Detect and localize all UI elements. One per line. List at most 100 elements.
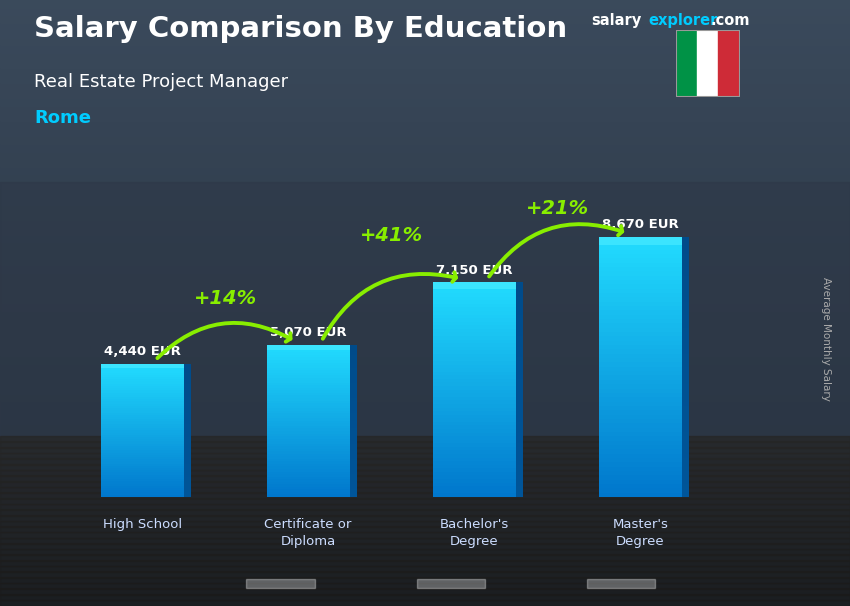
Bar (718, 30, 740, 97)
Bar (349, 367, 357, 370)
Bar (0, 113, 850, 121)
Bar (184, 424, 191, 426)
Bar (433, 433, 516, 436)
Bar (0, 549, 850, 555)
Bar (516, 325, 524, 329)
Bar (598, 319, 682, 324)
Bar (267, 396, 349, 398)
Bar (682, 332, 689, 336)
Bar (184, 437, 191, 439)
Bar (349, 482, 357, 484)
Bar (267, 426, 349, 428)
Bar (184, 366, 191, 368)
Bar (433, 439, 516, 443)
Bar (598, 493, 682, 497)
Bar (682, 484, 689, 488)
Bar (516, 343, 524, 347)
Bar (0, 566, 850, 572)
Bar (0, 98, 850, 106)
Bar (516, 418, 524, 422)
Bar (184, 421, 191, 424)
Bar (349, 476, 357, 479)
Bar (0, 120, 850, 129)
Bar (433, 365, 516, 368)
Bar (349, 413, 357, 416)
Bar (433, 415, 516, 418)
Bar (516, 454, 524, 458)
Bar (0, 588, 850, 594)
Bar (267, 433, 349, 436)
Text: Bachelor's
Degree: Bachelor's Degree (439, 518, 509, 548)
Bar (433, 322, 516, 325)
Bar (100, 393, 184, 395)
Bar (516, 475, 524, 479)
Bar (0, 436, 850, 442)
Bar (598, 350, 682, 354)
Bar (184, 484, 191, 486)
Bar (267, 385, 349, 388)
Bar (682, 258, 689, 263)
Bar (0, 514, 850, 522)
Bar (100, 401, 184, 404)
Bar (267, 375, 349, 378)
Bar (0, 82, 850, 91)
Bar (100, 424, 184, 426)
Bar (0, 14, 850, 22)
Bar (184, 404, 191, 406)
Bar (433, 368, 516, 371)
Bar (349, 401, 357, 403)
Bar (682, 293, 689, 298)
Bar (516, 293, 524, 297)
Bar (100, 464, 184, 466)
Bar (267, 489, 349, 492)
Bar (267, 467, 349, 469)
Bar (598, 449, 682, 453)
Bar (682, 453, 689, 458)
Bar (598, 462, 682, 467)
Bar (433, 358, 516, 361)
Bar (100, 474, 184, 477)
Bar (598, 358, 682, 362)
Bar (184, 406, 191, 408)
Bar (349, 469, 357, 471)
Bar (516, 422, 524, 425)
Bar (516, 439, 524, 443)
Bar (598, 262, 682, 267)
Bar (598, 258, 682, 263)
Bar (349, 396, 357, 398)
Bar (267, 401, 349, 403)
Text: Real Estate Project Manager: Real Estate Project Manager (34, 73, 288, 91)
Text: High School: High School (103, 518, 182, 531)
Bar (516, 329, 524, 333)
Bar (100, 404, 184, 406)
Bar (267, 459, 349, 461)
Bar (184, 415, 191, 417)
Bar (682, 410, 689, 415)
Bar (100, 368, 184, 370)
Bar (598, 384, 682, 388)
Bar (0, 567, 850, 576)
Bar (433, 390, 516, 393)
Bar (433, 454, 516, 458)
Bar (682, 458, 689, 462)
Text: Rome: Rome (34, 109, 91, 127)
Bar (433, 422, 516, 425)
Bar (682, 341, 689, 345)
Bar (0, 128, 850, 136)
Bar (100, 430, 184, 433)
Bar (100, 415, 184, 417)
Bar (184, 439, 191, 441)
Bar (0, 105, 850, 114)
Bar (516, 382, 524, 386)
Bar (516, 468, 524, 472)
Bar (598, 427, 682, 432)
Bar (516, 465, 524, 468)
Bar (267, 416, 349, 418)
Bar (682, 406, 689, 410)
Bar (100, 468, 184, 470)
Bar (682, 350, 689, 354)
Bar (184, 464, 191, 466)
Bar (184, 399, 191, 401)
Bar (433, 393, 516, 397)
Bar (0, 75, 850, 83)
